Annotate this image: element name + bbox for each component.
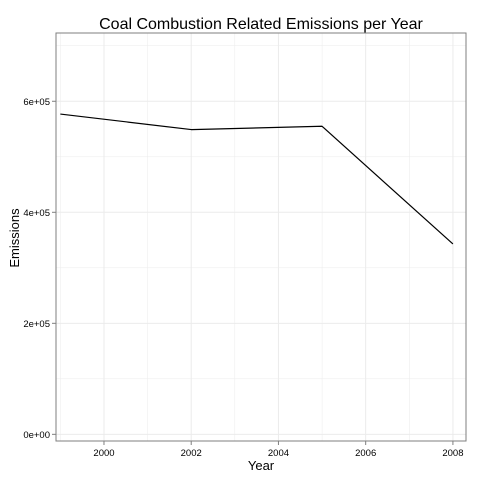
data-layer xyxy=(60,113,454,245)
chart-title: Coal Combustion Related Emissions per Ye… xyxy=(99,16,423,33)
x-axis-ticks: 2000 2002 2004 2006 2008 xyxy=(93,441,463,459)
y-tick-label: 0e+00 xyxy=(23,430,50,441)
x-tick-label: 2000 xyxy=(93,448,114,459)
y-tick-label: 6e+05 xyxy=(23,97,50,108)
plot-panel-border xyxy=(55,32,467,442)
y-tick-label: 2e+05 xyxy=(23,319,50,330)
y-axis-ticks: 0e+00 2e+05 4e+05 6e+05 xyxy=(23,97,56,441)
grid-lines xyxy=(56,33,466,441)
series-line xyxy=(60,113,454,245)
x-axis-label: Year xyxy=(248,458,275,473)
x-tick-label: 2002 xyxy=(181,448,202,459)
x-tick-label: 2008 xyxy=(442,448,463,459)
x-tick-label: 2006 xyxy=(355,448,376,459)
y-tick-label: 4e+05 xyxy=(23,208,50,219)
x-tick-label: 2004 xyxy=(268,448,289,459)
y-axis-label: Emissions xyxy=(7,208,22,268)
